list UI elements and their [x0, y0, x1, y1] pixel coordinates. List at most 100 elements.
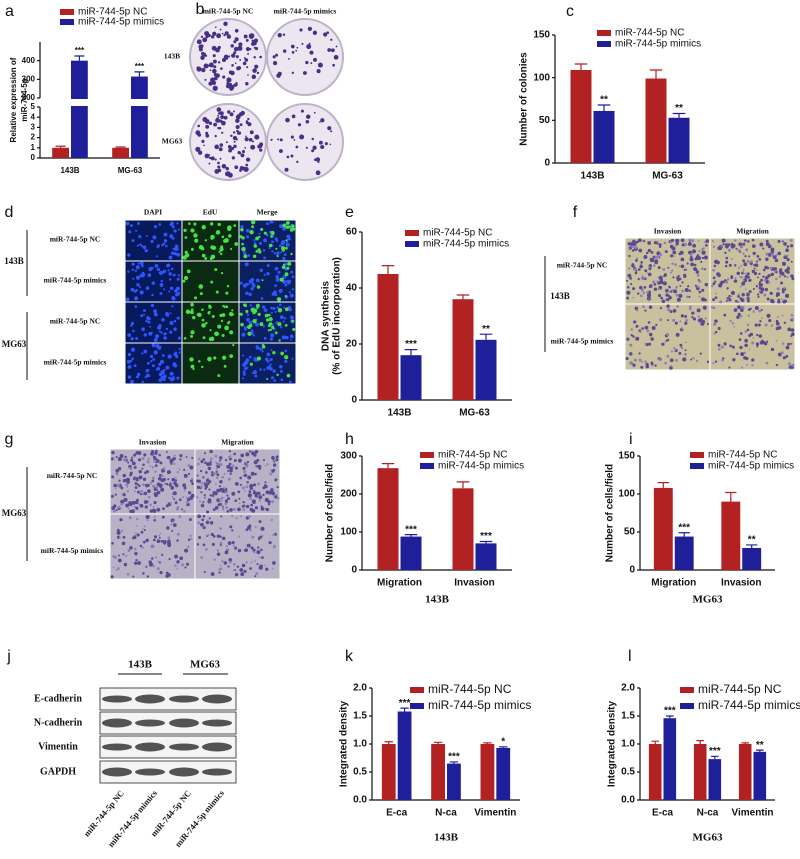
cell	[254, 374, 258, 378]
cell	[758, 309, 762, 313]
cell	[637, 277, 640, 281]
cell	[253, 242, 257, 245]
cell	[666, 308, 670, 311]
cell	[271, 500, 275, 504]
cell	[645, 362, 649, 367]
cell	[692, 357, 695, 360]
cell	[721, 358, 725, 362]
cell	[234, 242, 239, 246]
cell	[763, 341, 768, 346]
cell	[291, 319, 294, 323]
cell	[757, 323, 761, 327]
cell	[219, 487, 223, 492]
cell	[166, 263, 171, 268]
cell	[153, 338, 158, 343]
cell	[270, 468, 272, 471]
cell	[207, 533, 210, 537]
cell	[155, 255, 158, 258]
colony	[208, 62, 214, 68]
y-tick-label: 40	[346, 283, 358, 294]
label: miR-744-5p NC	[47, 471, 98, 480]
cell	[270, 333, 275, 338]
cell	[201, 318, 205, 322]
cell	[134, 269, 138, 272]
cell	[735, 352, 739, 356]
cell	[285, 307, 289, 312]
bar	[475, 543, 497, 570]
cell	[217, 503, 221, 507]
label: MG63	[190, 659, 220, 671]
cell	[680, 264, 685, 269]
cell	[261, 344, 265, 348]
cell	[239, 281, 243, 285]
cell	[714, 360, 718, 363]
cell	[688, 289, 692, 293]
colony	[251, 140, 255, 143]
cell	[258, 499, 261, 502]
x-tick-label: MG-63	[652, 171, 683, 182]
band	[202, 768, 232, 776]
cell	[751, 244, 756, 248]
cell	[701, 256, 705, 260]
significance-label: ***	[399, 698, 411, 709]
band	[102, 695, 132, 703]
colony	[311, 137, 314, 141]
colony	[219, 119, 223, 123]
cell	[152, 358, 155, 361]
cell	[149, 354, 154, 359]
cell	[646, 329, 650, 333]
colony	[319, 140, 323, 145]
cell	[632, 287, 636, 291]
cell	[662, 281, 667, 286]
cell	[289, 293, 294, 298]
cell	[659, 306, 663, 310]
cell	[231, 540, 235, 545]
cell	[189, 465, 194, 470]
bar	[452, 488, 474, 570]
cell	[786, 270, 790, 274]
cell	[198, 500, 201, 503]
cell	[284, 323, 288, 327]
y-tick-label: 1.5	[621, 711, 635, 722]
cell	[264, 481, 267, 484]
x-tick-label: MG-63	[118, 166, 143, 175]
cell	[137, 262, 140, 265]
cell	[243, 361, 248, 365]
cell	[766, 313, 771, 318]
error-bar	[678, 532, 690, 537]
cell	[267, 500, 271, 504]
colony	[239, 123, 243, 127]
cell	[755, 260, 759, 263]
cell	[250, 287, 254, 291]
colony	[231, 156, 235, 160]
cell	[757, 295, 760, 298]
cell	[777, 251, 782, 256]
cell	[673, 289, 677, 294]
cell	[173, 352, 178, 357]
x-tick-label: E-ca	[652, 808, 674, 819]
cell	[698, 249, 701, 252]
cell	[220, 496, 224, 500]
cell	[128, 501, 133, 505]
colony	[208, 121, 213, 125]
cell	[744, 330, 748, 333]
cell	[717, 326, 721, 330]
cell	[252, 489, 255, 492]
cell	[691, 311, 695, 315]
cell	[182, 279, 186, 283]
bar	[480, 744, 495, 800]
colony	[254, 134, 260, 140]
cell	[629, 276, 632, 280]
cell	[185, 309, 191, 314]
band	[169, 743, 199, 751]
cell	[212, 508, 216, 512]
cell	[668, 295, 672, 300]
cell	[699, 318, 703, 322]
cell	[111, 542, 114, 545]
cell	[671, 262, 674, 265]
cell	[786, 276, 789, 279]
bar	[381, 744, 396, 800]
cell	[156, 539, 161, 544]
cell	[152, 564, 155, 568]
cell	[216, 476, 219, 479]
